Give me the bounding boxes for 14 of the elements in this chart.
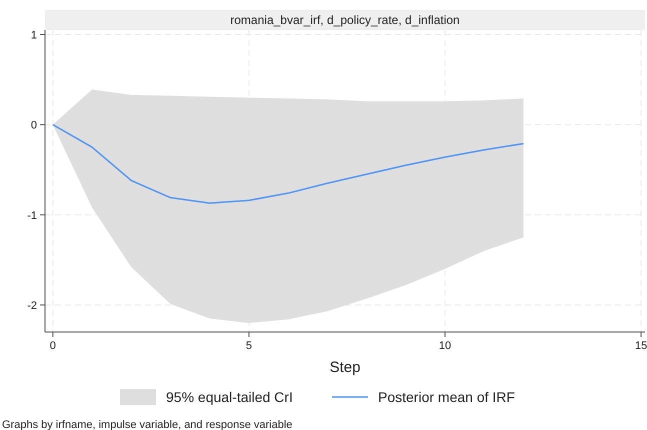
text: 95% equal-tailed CrI (166, 389, 293, 405)
y-tick-label: -2 (27, 300, 37, 312)
text: Graphs by irfname, impulse variable, and response variable (2, 419, 292, 430)
chart-title: romania_bvar_irf, d_policy_rate, d_inflation (230, 13, 460, 27)
y-tick-label: 0 (30, 120, 37, 132)
x-axis-title: Step (330, 359, 360, 376)
x-tick-label: 15 (634, 340, 647, 352)
legend-label: Posterior mean of IRF (378, 389, 515, 405)
line-series (52, 124, 524, 204)
x-tick-label: 0 (50, 340, 56, 352)
y-tick-label: -1 (27, 210, 37, 222)
x-tick-label: 5 (246, 340, 252, 352)
y-tick-label: 1 (30, 30, 37, 42)
x-tick-label: 10 (438, 340, 452, 352)
